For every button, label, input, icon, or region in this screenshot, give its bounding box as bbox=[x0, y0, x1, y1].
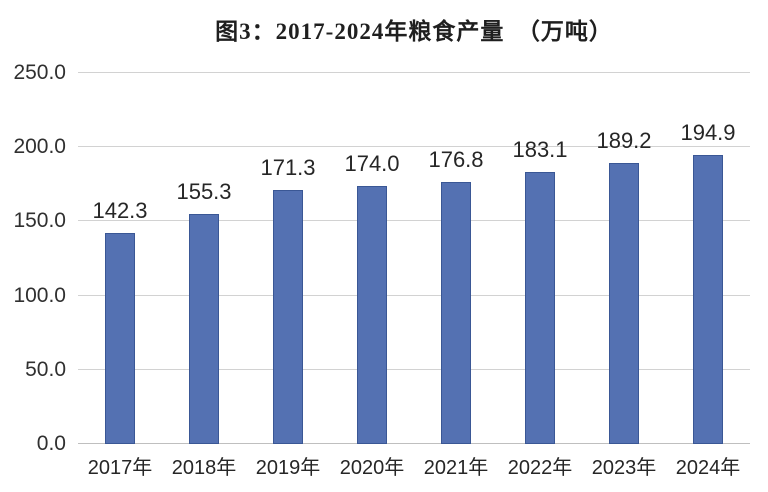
bar-column: 183.1 bbox=[498, 73, 582, 444]
bar-value-label: 142.3 bbox=[92, 197, 148, 223]
x-tick-label: 2019年 bbox=[255, 457, 321, 479]
bar-column: 174.0 bbox=[330, 73, 414, 444]
x-tick-label: 2024年 bbox=[675, 457, 741, 479]
bar-value-label: 183.1 bbox=[512, 137, 568, 163]
bar bbox=[441, 181, 471, 444]
bar bbox=[189, 213, 219, 444]
bar bbox=[273, 189, 303, 444]
y-tick-label: 150.0 bbox=[13, 209, 66, 233]
chart-title: 图3：2017-2024年粮食产量 （万吨） bbox=[215, 19, 613, 44]
gridline bbox=[78, 146, 750, 148]
gridline bbox=[78, 72, 750, 73]
x-axis-line bbox=[78, 443, 750, 444]
y-tick-label: 0.0 bbox=[36, 432, 66, 455]
bar-column: 194.9 bbox=[666, 73, 750, 444]
bar bbox=[105, 232, 135, 444]
gridline bbox=[78, 220, 750, 222]
bar-value-label: 171.3 bbox=[260, 154, 316, 180]
plot-area: 142.3 155.3 171.3 174.0 176.8 183.1 189.2 194.9… bbox=[78, 72, 750, 479]
bar-column: 176.8 bbox=[414, 73, 498, 444]
bar-value-label: 189.2 bbox=[596, 128, 652, 154]
bar-column: 142.3 bbox=[78, 73, 162, 444]
y-tick-label: 250.0 bbox=[13, 61, 66, 84]
bar bbox=[525, 172, 555, 444]
bar bbox=[357, 185, 387, 444]
y-tick-label: 200.0 bbox=[13, 135, 66, 159]
x-tick-label: 2023年 bbox=[591, 457, 657, 479]
bar-column: 189.2 bbox=[582, 73, 666, 444]
y-tick-label: 100.0 bbox=[13, 283, 66, 307]
bar-column: 171.3 bbox=[246, 73, 330, 444]
x-tick-label: 2021年 bbox=[423, 457, 489, 479]
x-tick-label: 2017年 bbox=[87, 457, 153, 479]
y-tick-label: 50.0 bbox=[25, 357, 66, 381]
gridline bbox=[78, 368, 750, 370]
bar-value-label: 174.0 bbox=[344, 150, 400, 176]
bar bbox=[693, 154, 723, 444]
x-tick-label: 2022年 bbox=[507, 457, 573, 479]
x-tick-label: 2018年 bbox=[171, 457, 237, 479]
bar-value-label: 176.8 bbox=[428, 146, 484, 172]
bar-value-label: 194.9 bbox=[680, 119, 736, 145]
bar bbox=[609, 163, 639, 444]
x-tick-label: 2020年 bbox=[339, 457, 405, 479]
gridline bbox=[78, 294, 750, 296]
bar-value-label: 155.3 bbox=[176, 178, 232, 204]
bar-column: 155.3 bbox=[162, 73, 246, 444]
